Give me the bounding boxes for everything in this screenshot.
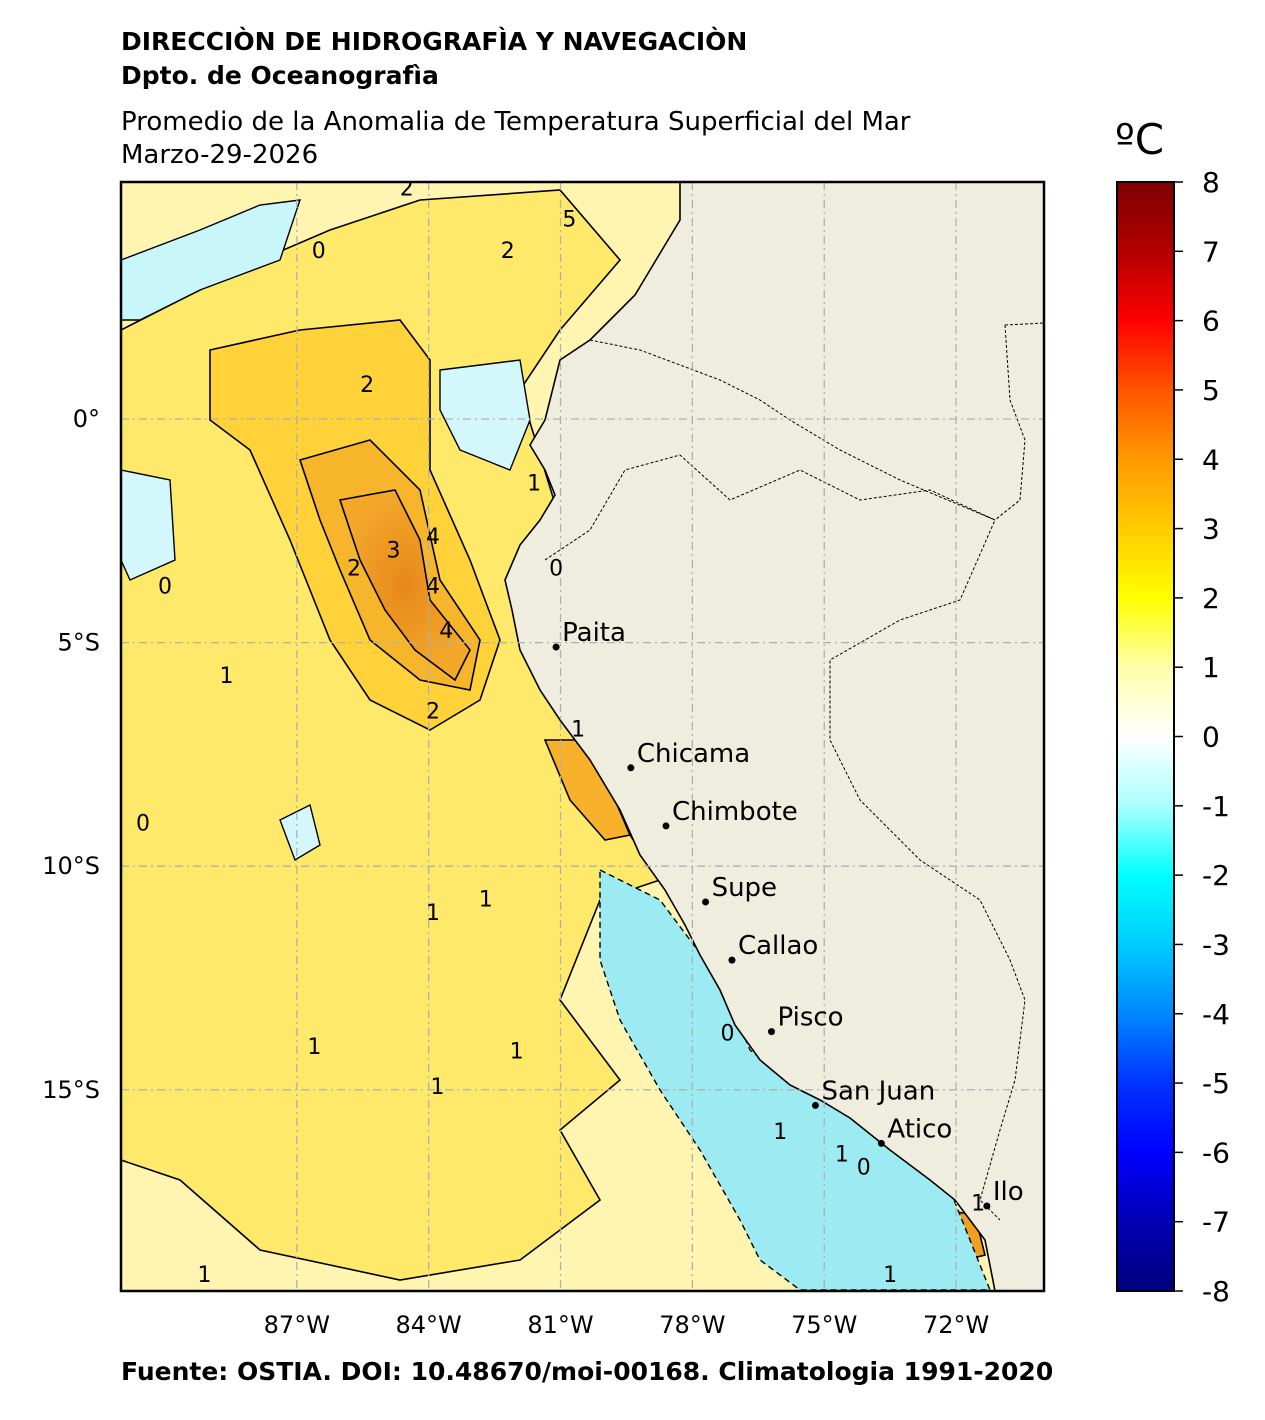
contour-label: 3	[387, 539, 401, 564]
city-label: Atico	[887, 1114, 952, 1144]
colorbar-tick-label: -6	[1202, 1136, 1230, 1169]
colorbar-tick-label: 5	[1202, 374, 1220, 407]
colorbar-tick-label: 7	[1202, 235, 1220, 268]
contour-label: 1	[971, 1192, 985, 1217]
border-ecuador	[589, 339, 996, 521]
map-frame	[119, 180, 1046, 1293]
lat-tick-label: 5°S	[57, 629, 100, 657]
colorbar-tick-label: -8	[1202, 1275, 1230, 1308]
city-marker	[702, 898, 710, 906]
contour-label: 2	[360, 373, 374, 398]
lat-tick-label: 10°S	[42, 852, 100, 880]
source-footer: Fuente: OSTIA. DOI: 10.48670/moi-00168. …	[121, 1357, 1054, 1386]
contour-label: 1	[571, 718, 585, 743]
city-marker	[811, 1101, 819, 1109]
colorbar-tick-label: -1	[1202, 790, 1230, 823]
lat-tick-label: 15°S	[42, 1076, 100, 1104]
contour-label: 4	[426, 525, 440, 550]
department-title: Dpto. de Oceanografìa	[121, 61, 439, 90]
land-south-america	[504, 182, 1044, 1291]
city-label: Paita	[562, 618, 626, 648]
city-label: San Juan	[821, 1076, 935, 1106]
contour-label: 2	[347, 557, 361, 582]
city-markers: Paita Chicama Chimbote Supe Callao Pisco San J…	[552, 618, 1024, 1210]
lon-tick-label: 84°W	[396, 1311, 462, 1339]
colorbar-tick-label: -7	[1202, 1206, 1230, 1239]
lon-tick-label: 72°W	[923, 1311, 989, 1339]
border-colombia-brazil	[994, 322, 1044, 521]
city-label: Supe	[712, 873, 777, 903]
anomaly-patch-north-cold	[121, 199, 302, 321]
contour-label: 5	[562, 208, 576, 233]
city-marker	[983, 1202, 991, 1210]
city-label: Pisco	[777, 1003, 843, 1033]
contour-label: 1	[835, 1142, 849, 1167]
colorbar-tick-label: 4	[1202, 443, 1220, 476]
city-marker	[877, 1139, 885, 1147]
colorbar-tick-label: 0	[1202, 721, 1220, 754]
colorbar-tick-label: -5	[1202, 1067, 1230, 1100]
contour-label: 0	[136, 811, 150, 836]
contour-label: 0	[721, 1022, 735, 1047]
city-label: Ilo	[993, 1177, 1024, 1207]
colorbar: 8 7 6 5 4 3 2 1 0 -1 -2 -3 -4 -5 -6 -7 -8	[1116, 166, 1230, 1308]
contour-label: 1	[430, 1075, 444, 1100]
colorbar-tick-label: -3	[1202, 928, 1230, 961]
contour-label: 1	[479, 887, 493, 912]
contour-label: 0	[312, 239, 326, 264]
map-area: Paita Chicama Chimbote Supe Callao Pisco San J…	[121, 176, 1044, 1291]
contour-label: 0	[549, 557, 563, 582]
colorbar-tick-label: -2	[1202, 859, 1230, 892]
product-subtitle: Promedio de la Anomalia de Temperatura S…	[121, 107, 911, 137]
anomaly-region-plus4	[338, 489, 471, 682]
colorbar-tick-label: -4	[1202, 998, 1230, 1031]
city-marker	[627, 764, 635, 772]
contour-label: 4	[426, 574, 440, 599]
contour-label: 1	[307, 1035, 321, 1060]
anomaly-patch-central-cold	[279, 803, 321, 862]
colorbar-tick-label: 6	[1202, 305, 1220, 338]
city-marker	[552, 643, 560, 651]
contour-label: 2	[426, 700, 440, 725]
institution-title: DIRECCIÒN DE HIDROGRAFÌA Y NAVEGACIÒN	[121, 27, 748, 56]
lon-tick-label: 75°W	[791, 1311, 857, 1339]
city-marker	[662, 822, 670, 830]
contour-label: 1	[527, 472, 541, 497]
contour-label: 1	[198, 1263, 212, 1288]
contour-label: 2	[400, 176, 414, 201]
contour-label: 0	[158, 574, 172, 599]
contour-label: 1	[510, 1039, 524, 1064]
contour-label: 2	[501, 239, 515, 264]
lon-tick-label: 81°W	[527, 1311, 593, 1339]
contour-label: 4	[439, 619, 453, 644]
colorbar-unit: ºC	[1115, 115, 1165, 164]
colorbar-bar	[1116, 181, 1175, 1292]
colorbar-tick-label: 1	[1202, 651, 1220, 684]
city-label: Chimbote	[672, 797, 798, 827]
colorbar-tick-label: 2	[1202, 582, 1220, 615]
anomaly-patch-west-cold	[121, 469, 176, 581]
date-subtitle: Marzo-29-2026	[121, 140, 319, 170]
lon-tick-label: 87°W	[264, 1311, 330, 1339]
contour-label: 1	[773, 1120, 787, 1145]
contour-label: 0	[857, 1156, 871, 1181]
city-marker	[728, 956, 736, 964]
city-marker	[767, 1028, 775, 1036]
contour-label: 1	[426, 901, 440, 926]
city-label: Chicama	[637, 739, 750, 769]
gridlines	[121, 182, 1044, 1291]
lat-tick-label: 0°	[73, 405, 100, 433]
axis-labels: 87°W 84°W 81°W 78°W 75°W 72°W 0° 5°S 10°S 15°S	[42, 405, 989, 1339]
colorbar-tick-label: 8	[1202, 166, 1220, 199]
city-label: Callao	[738, 931, 818, 961]
contour-label: 1	[219, 664, 233, 689]
contour-label: 1	[883, 1263, 897, 1288]
colorbar-tick-label: 3	[1202, 513, 1220, 546]
lon-tick-label: 78°W	[659, 1311, 725, 1339]
anomaly-patch-equator-cold	[439, 359, 531, 471]
